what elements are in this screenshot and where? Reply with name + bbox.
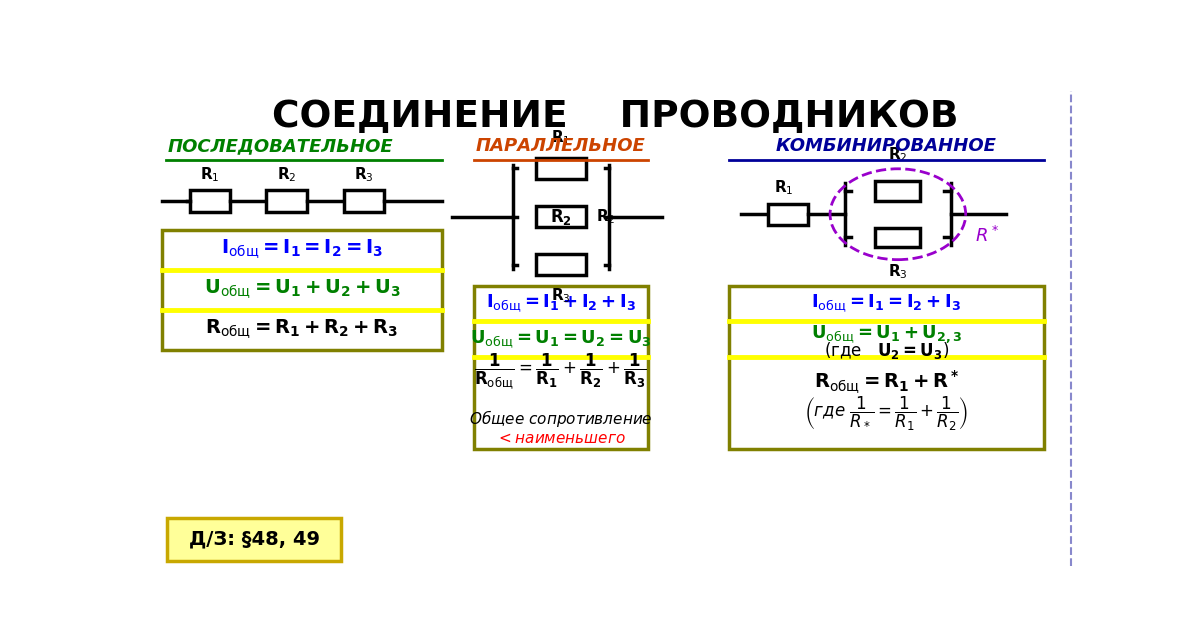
Text: $\mathbf{I_{\rm{общ}}= I_1 + I_2 + I_3}$: $\mathbf{I_{\rm{общ}}= I_1 + I_2 + I_3}$ [486,293,636,314]
Text: ПОСЛЕДОВАТЕЛЬНОЕ: ПОСЛЕДОВАТЕЛЬНОЕ [168,137,394,155]
Bar [876,181,920,201]
Text: R$_3$: R$_3$ [354,165,373,184]
Text: $\mathbf{R_{\rm{общ}}=R_1+R_2+R_3}$: $\mathbf{R_{\rm{общ}}=R_1+R_2+R_3}$ [205,318,398,341]
FancyBboxPatch shape [728,286,1044,449]
Text: Д/З: §48, 49: Д/З: §48, 49 [188,530,319,548]
FancyBboxPatch shape [167,518,342,561]
Text: СОЕДИНЕНИЕ    ПРОВОДНИКОВ: СОЕДИНЕНИЕ ПРОВОДНИКОВ [271,99,959,135]
Text: R$_2$: R$_2$ [277,165,296,184]
Text: ПАРАЛЛЕЛЬНОЕ: ПАРАЛЛЕЛЬНОЕ [476,137,646,155]
FancyBboxPatch shape [162,230,442,350]
Text: R$_2$: R$_2$ [888,145,907,164]
Bar [768,204,808,224]
Text: $\mathbf{U_{\rm{общ}}=U_1+U_{2,3}}$: $\mathbf{U_{\rm{общ}}=U_1+U_{2,3}}$ [810,323,962,345]
Text: $\mathbf{R_2}$: $\mathbf{R_2}$ [550,206,571,226]
Text: R$_1$: R$_1$ [551,128,570,147]
Text: $\dfrac{\mathbf{1}}{\mathbf{R_{\rm{общ}}}} = \dfrac{\mathbf{1}}{\mathbf{R_1}} + : $\dfrac{\mathbf{1}}{\mathbf{R_{\rm{общ}}… [474,351,647,391]
Text: R$_1$: R$_1$ [200,165,220,184]
Bar [535,254,586,275]
Bar [535,158,586,179]
Text: R$_3$: R$_3$ [888,262,907,280]
Text: R$_1$: R$_1$ [774,179,793,197]
Bar [535,206,586,227]
Bar [190,190,230,212]
Text: $(\rm{где}\quad \mathbf{U_2 = U_3})$: $(\rm{где}\quad \mathbf{U_2 = U_3})$ [823,340,949,361]
Text: R$_3$: R$_3$ [551,286,571,305]
Text: $\mathbf{U_{\rm{общ}}= U_1= U_2 = U_3}$: $\mathbf{U_{\rm{общ}}= U_1= U_2 = U_3}$ [470,329,652,350]
Text: $\mathit{Общее\ сопротивление}$: $\mathit{Общее\ сопротивление}$ [469,408,653,429]
Text: $\left(\mathit{где}\ \dfrac{1}{R_*} = \dfrac{1}{R_1} + \dfrac{1}{R_2}\right)$: $\left(\mathit{где}\ \dfrac{1}{R_*} = \d… [804,395,968,433]
FancyBboxPatch shape [474,286,648,449]
Text: $\mathbf{I_{\rm{общ}}= I_1 = I_2 +I_3}$: $\mathbf{I_{\rm{общ}}= I_1 = I_2 +I_3}$ [811,293,961,314]
Text: R$_2$: R$_2$ [595,207,616,226]
Bar [876,228,920,247]
Bar [266,190,306,212]
Text: $\mathbf{U_{\rm{общ}}=U_1+U_2+U_3}$: $\mathbf{U_{\rm{общ}}=U_1+U_2+U_3}$ [204,278,401,302]
Text: $\mathbf{R_{\rm{общ}} = R_1 + R^*}$: $\mathbf{R_{\rm{общ}} = R_1 + R^*}$ [814,368,959,395]
Text: КОМБИНИРОВАННОЕ: КОМБИНИРОВАННОЕ [776,137,997,155]
Text: $< \mathit{наименьшего}$: $< \mathit{наименьшего}$ [496,431,625,446]
Bar [343,190,384,212]
Text: $\mathbf{I_{\rm{общ}}= I_1 = I_2 = I_3}$: $\mathbf{I_{\rm{общ}}= I_1 = I_2 = I_3}$ [221,238,383,261]
Text: $R^*$: $R^*$ [976,226,1000,246]
